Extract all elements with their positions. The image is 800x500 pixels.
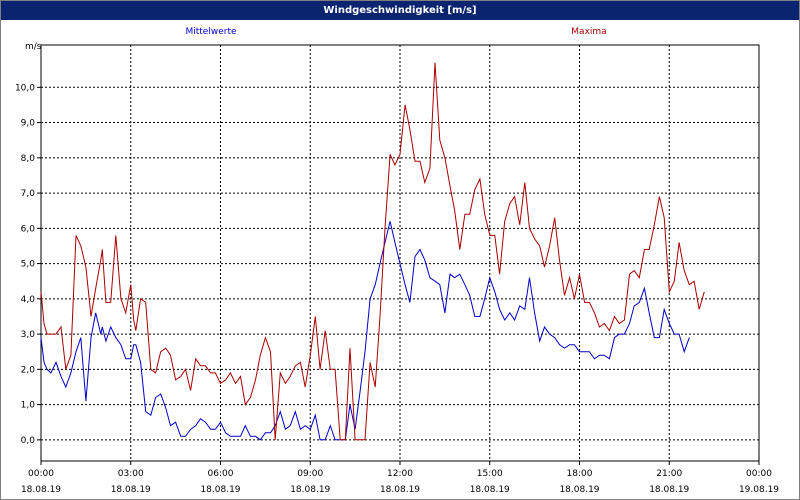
x-tick-date: 18.08.19 xyxy=(559,485,599,495)
x-tick-time: 00:00 xyxy=(28,469,54,479)
x-tick-date: 18.08.19 xyxy=(649,485,689,495)
y-tick-label: 10,0 xyxy=(15,83,35,93)
y-tick-label: 2,0 xyxy=(21,365,36,375)
y-tick-label: 3,0 xyxy=(21,330,36,340)
x-tick-date: 18.08.19 xyxy=(290,485,330,495)
series-line-maxima xyxy=(40,62,705,441)
legend: Mittelwerte Maxima xyxy=(185,27,606,37)
plot-frame xyxy=(40,44,760,462)
x-tick-date: 18.08.19 xyxy=(470,485,510,495)
y-tick-label: 0,0 xyxy=(21,436,36,446)
x-tick-time: 06:00 xyxy=(208,469,234,479)
y-tick-label: 5,0 xyxy=(21,260,36,270)
wind-speed-chart: 0,0 1,0 2,0 3,0 4,0 5,0 6,0 7,0 8,0 9,0 10,0 00:00 1… xyxy=(15,27,779,495)
x-tick-date: 18.08.19 xyxy=(111,485,151,495)
y-tick-label: 1,0 xyxy=(21,401,36,411)
y-tick-label: 8,0 xyxy=(21,154,36,164)
y-tick-label: 9,0 xyxy=(21,119,36,129)
x-tick-time: 03:00 xyxy=(118,469,144,479)
series-group xyxy=(40,62,705,441)
legend-maxima: Maxima xyxy=(571,27,606,37)
x-tick-date: 18.08.19 xyxy=(21,485,61,495)
y-tick-label: 4,0 xyxy=(21,295,36,305)
x-tick-time: 15:00 xyxy=(477,469,503,479)
y-axis-label: m/s xyxy=(25,42,42,52)
x-tick-date: 18.08.19 xyxy=(200,485,240,495)
window-title: Windgeschwindigkeit [m/s] xyxy=(1,1,799,20)
x-tick-time: 21:00 xyxy=(656,469,682,479)
series-line-mittelwerte xyxy=(40,221,690,441)
y-tick-label: 7,0 xyxy=(21,189,36,199)
x-tick-time: 00:00 xyxy=(746,469,772,479)
grid xyxy=(40,45,760,461)
x-tick-time: 12:00 xyxy=(387,469,413,479)
x-tick-time: 18:00 xyxy=(567,469,593,479)
x-tick-date: 18.08.19 xyxy=(380,485,420,495)
y-tick-label: 6,0 xyxy=(21,224,36,234)
legend-mittelwerte: Mittelwerte xyxy=(185,27,236,37)
axes: 0,0 1,0 2,0 3,0 4,0 5,0 6,0 7,0 8,0 9,0 10,0 00:00 1… xyxy=(15,44,779,495)
x-tick-time: 09:00 xyxy=(297,469,323,479)
x-tick-date: 19.08.19 xyxy=(739,485,779,495)
